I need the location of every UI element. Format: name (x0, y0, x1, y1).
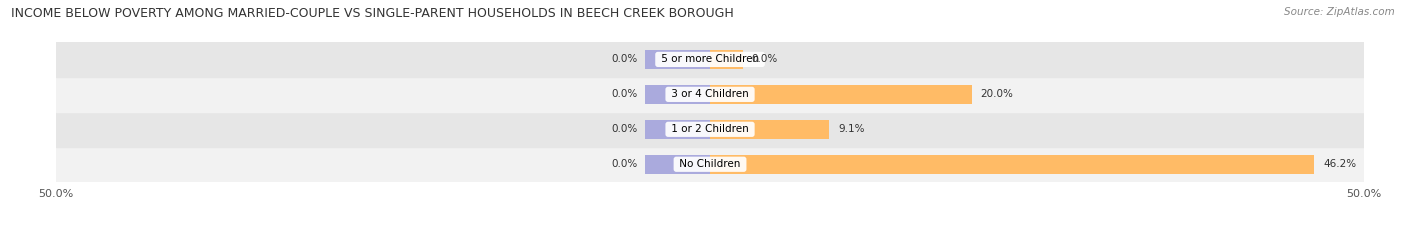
Text: 0.0%: 0.0% (612, 89, 638, 99)
Text: 0.0%: 0.0% (612, 55, 638, 64)
Text: 0.0%: 0.0% (752, 55, 778, 64)
Bar (56, 147, 1364, 182)
Bar (710, 120, 830, 139)
Bar (644, 50, 710, 69)
Bar (644, 85, 710, 104)
Text: 3 or 4 Children: 3 or 4 Children (668, 89, 752, 99)
Text: 0.0%: 0.0% (612, 124, 638, 134)
Bar (56, 112, 1364, 147)
Legend: Married Couples, Single Parents: Married Couples, Single Parents (596, 230, 824, 233)
Text: 46.2%: 46.2% (1323, 159, 1357, 169)
Bar (644, 120, 710, 139)
Text: Source: ZipAtlas.com: Source: ZipAtlas.com (1284, 7, 1395, 17)
Text: 1 or 2 Children: 1 or 2 Children (668, 124, 752, 134)
Text: No Children: No Children (676, 159, 744, 169)
Text: 0.0%: 0.0% (612, 159, 638, 169)
Bar (644, 155, 710, 174)
Bar (56, 42, 1364, 77)
Text: 9.1%: 9.1% (838, 124, 865, 134)
Bar (710, 85, 972, 104)
Text: INCOME BELOW POVERTY AMONG MARRIED-COUPLE VS SINGLE-PARENT HOUSEHOLDS IN BEECH C: INCOME BELOW POVERTY AMONG MARRIED-COUPL… (11, 7, 734, 20)
Bar (56, 77, 1364, 112)
Text: 20.0%: 20.0% (981, 89, 1014, 99)
Text: 5 or more Children: 5 or more Children (658, 55, 762, 64)
Bar (710, 155, 1315, 174)
Bar (710, 50, 742, 69)
